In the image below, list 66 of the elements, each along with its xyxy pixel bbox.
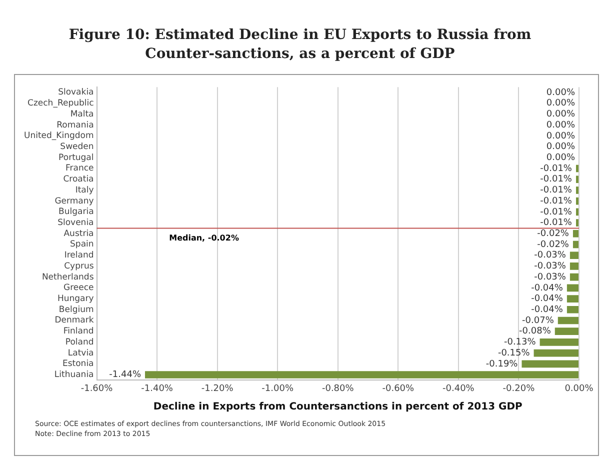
y-tick-label: Greece <box>64 283 94 294</box>
data-label: -0.08% <box>519 326 552 337</box>
data-label: -0.04% <box>531 294 564 304</box>
data-label: 0.00% <box>546 131 576 142</box>
data-label: -1.44% <box>109 370 142 380</box>
y-tick-label: Spain <box>70 240 94 250</box>
y-tick-label: United_Kingdom <box>24 131 94 142</box>
y-tick-label: Slovenia <box>58 218 94 228</box>
data-label: -0.01% <box>540 196 572 206</box>
y-tick-label: Latvia <box>68 348 94 358</box>
y-tick-label: Cyprus <box>64 261 94 272</box>
data-label: -0.03% <box>534 262 566 272</box>
y-tick-label: Italy <box>75 185 94 196</box>
data-label: -0.13% <box>504 338 536 348</box>
y-tick-label: Poland <box>65 337 94 348</box>
data-label: -0.01% <box>540 186 572 196</box>
x-tick-label: -0.40% <box>442 384 475 394</box>
y-tick-label: Netherlands <box>42 272 94 282</box>
data-label: 0.00% <box>546 153 576 164</box>
data-label: 0.00% <box>546 88 576 98</box>
x-tick-label: -0.80% <box>322 384 354 394</box>
data-label: 0.00% <box>546 110 576 120</box>
y-tick-label: Sweden <box>60 142 94 152</box>
y-tick-label: Croatia <box>63 174 94 185</box>
data-label: -0.01% <box>540 218 572 228</box>
x-tick-label: 0.00% <box>564 384 594 394</box>
y-tick-label: Estonia <box>62 359 94 370</box>
data-label: 0.00% <box>546 98 576 109</box>
y-tick-label: Hungary <box>57 294 94 304</box>
y-tick-label: Slovakia <box>58 88 94 98</box>
data-label: -0.04% <box>531 283 564 294</box>
y-tick-label: Lithuania <box>54 370 94 380</box>
y-tick-label: Denmark <box>54 316 94 326</box>
x-tick-label: -1.00% <box>262 384 294 394</box>
x-axis-title: Decline in Exports from Countersanctions in percent of 2013 GDP <box>153 402 522 413</box>
y-tick-label: Bulgaria <box>58 207 94 218</box>
data-label: -0.01% <box>540 164 572 174</box>
y-tick-label: Belgium <box>58 304 94 315</box>
data-label: -0.01% <box>540 207 572 218</box>
ref-line-label: Median, -0.02% <box>169 233 239 242</box>
y-tick-label: Malta <box>70 109 94 120</box>
y-tick-label: Austria <box>64 228 94 239</box>
data-label: -0.04% <box>531 304 564 315</box>
data-label: -0.02% <box>537 228 570 239</box>
y-tick-label: Ireland <box>64 250 94 261</box>
y-tick-label: Czech_Republic <box>28 98 94 109</box>
data-label: -0.02% <box>537 240 570 250</box>
y-tick-label: France <box>66 164 94 174</box>
x-tick-label: -1.60% <box>80 384 114 394</box>
data-label: 0.00% <box>546 142 576 152</box>
data-label: -0.03% <box>534 272 566 282</box>
data-label: -0.03% <box>534 250 566 261</box>
chart-title: Figure 10: Estimated Decline in EU Exports to Russia from Counter-sanctions, as a percent of GDP <box>68 26 532 64</box>
x-tick-label: -1.20% <box>201 384 234 394</box>
data-label: -0.01% <box>540 174 572 185</box>
y-tick-label: Finland <box>63 326 94 337</box>
data-label: -0.19% <box>486 359 518 370</box>
data-label: -0.07% <box>522 316 554 326</box>
x-tick-label: -0.60% <box>382 384 415 394</box>
x-tick-label: -1.40% <box>141 384 174 394</box>
y-tick-label: Romania <box>56 120 94 130</box>
data-label: -0.15% <box>498 348 530 358</box>
y-tick-label: Germany <box>54 196 94 206</box>
data-label: 0.00% <box>546 120 576 130</box>
x-tick-label: -0.20% <box>502 384 536 394</box>
y-tick-label: Portugal <box>58 152 94 163</box>
